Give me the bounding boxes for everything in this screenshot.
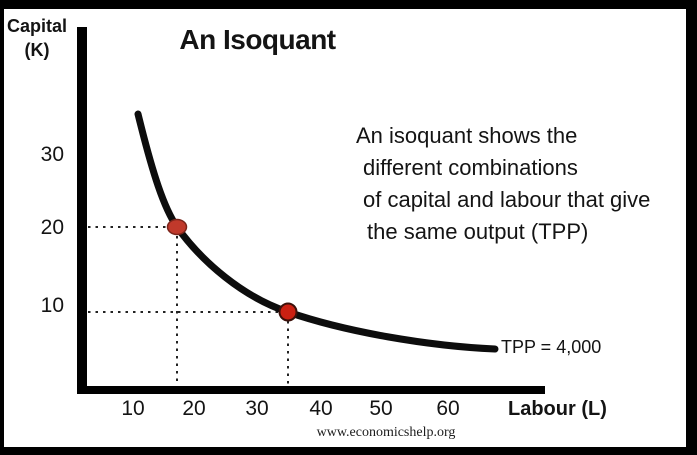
y-tick-20: 20 — [40, 216, 64, 239]
x-axis-line — [77, 386, 545, 394]
y-axis-title-line2: (K) — [24, 40, 50, 60]
x-axis-title: Labour (L) — [508, 398, 607, 420]
curve-output-label: TPP = 4,000 — [501, 337, 602, 357]
x-tick-40: 40 — [309, 397, 333, 420]
x-tick-30: 30 — [245, 397, 269, 420]
annotation-text: An isoquant shows the different combinat… — [356, 120, 650, 248]
x-tick-10: 10 — [121, 397, 145, 420]
y-axis-title-line1: Capital — [6, 16, 67, 36]
x-tick-60: 60 — [436, 397, 460, 420]
x-tick-20: 20 — [182, 397, 206, 420]
data-point-2 — [278, 302, 298, 322]
y-axis-line — [77, 27, 87, 394]
watermark-url: www.economicshelp.org — [316, 425, 456, 440]
y-tick-30: 30 — [40, 143, 64, 166]
chart-title: An Isoquant — [179, 24, 336, 55]
annotation-line-2: different combinations — [363, 155, 578, 180]
annotation-line-1: An isoquant shows the — [356, 123, 578, 148]
annotation-line-3: of capital and labour that give — [363, 187, 651, 212]
isoquant-curve — [134, 110, 499, 353]
x-tick-50: 50 — [369, 397, 393, 420]
data-point-1 — [166, 218, 188, 236]
y-tick-10: 10 — [40, 294, 64, 317]
annotation-line-4: the same output (TPP) — [367, 219, 589, 244]
y-axis-title: Capital (K) — [4, 14, 70, 62]
